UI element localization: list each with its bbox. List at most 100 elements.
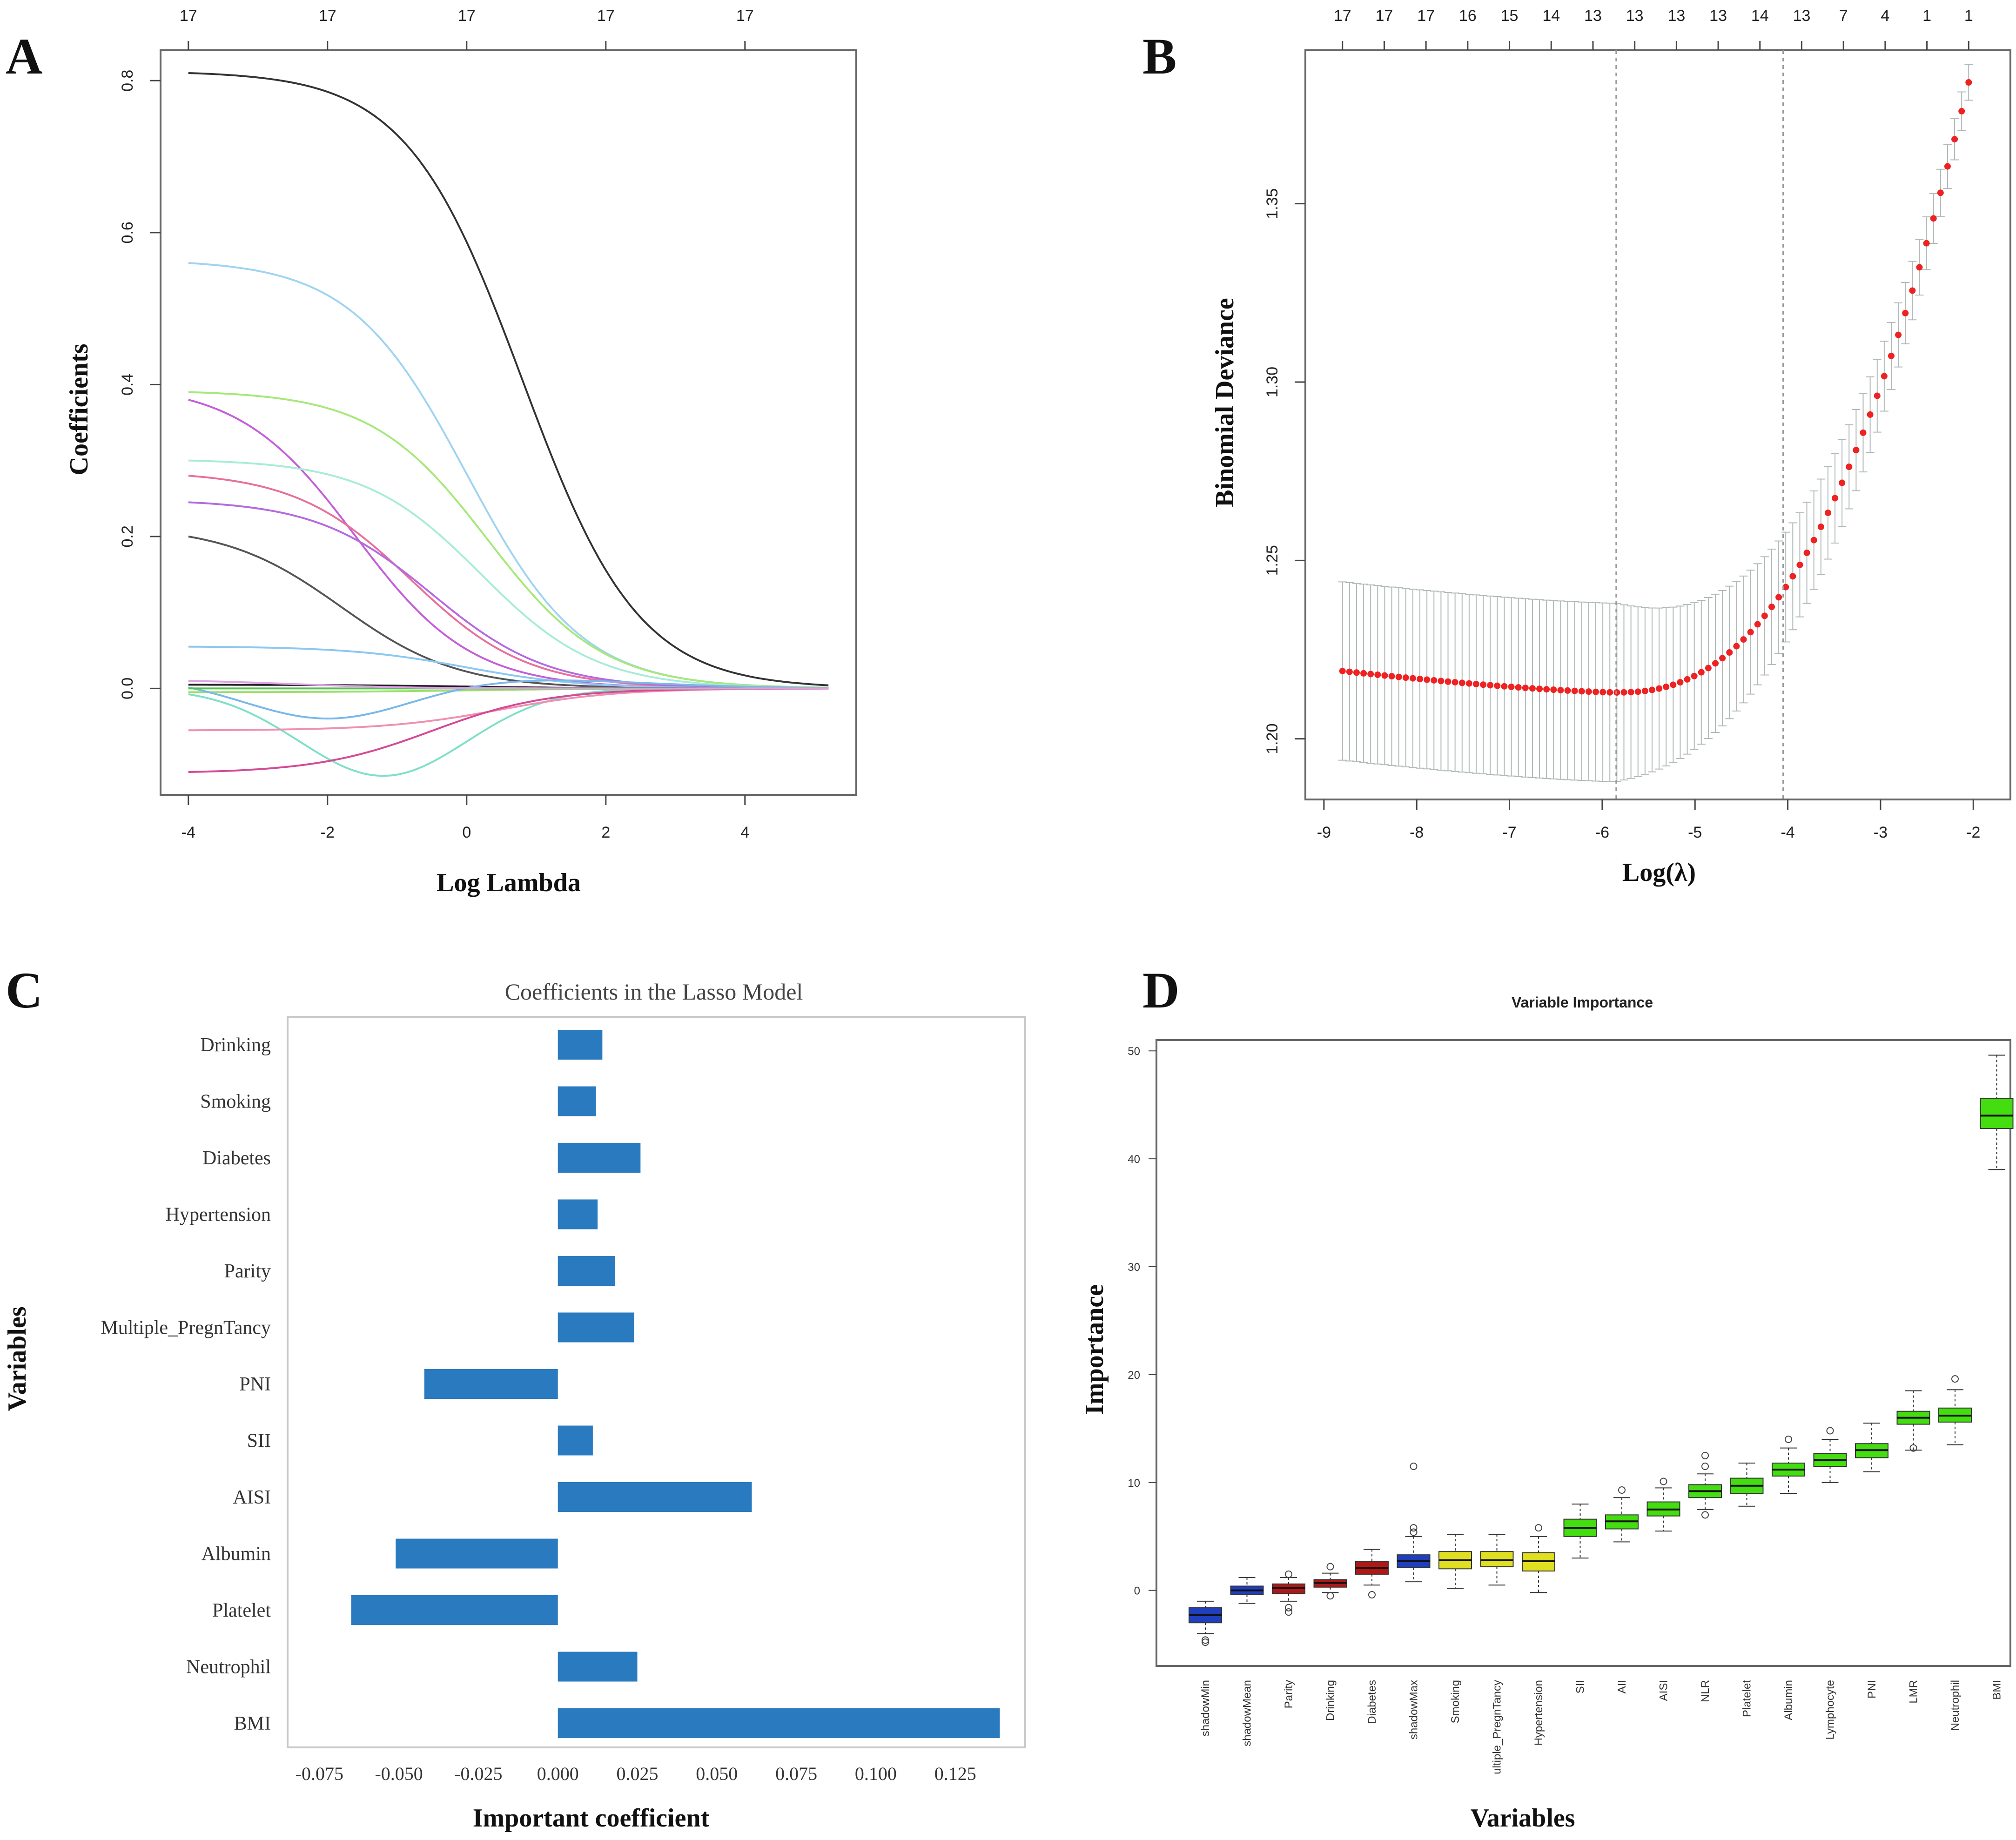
panel-b-toptick-label: 13 bbox=[1626, 7, 1644, 25]
panel-b-point bbox=[1881, 373, 1888, 380]
panel-d-category-label: SII bbox=[1574, 1680, 1587, 1693]
panel-b-toptick-label: 1 bbox=[1964, 7, 1973, 25]
panel-b-toptick-label: 14 bbox=[1542, 7, 1560, 25]
panel-a-toptick-label: 17 bbox=[736, 7, 754, 25]
panel-b-point bbox=[1656, 685, 1663, 692]
panel-a-toptick-label: 17 bbox=[319, 7, 336, 25]
panel-d-frame bbox=[1156, 1039, 2011, 1667]
panel-d-outlier bbox=[1826, 1427, 1834, 1435]
panel-c-category-label: Diabetes bbox=[202, 1148, 271, 1169]
panel-a-coef-path-10 bbox=[188, 687, 829, 777]
panel-b-xtick-label: -4 bbox=[1781, 824, 1794, 841]
panel-b-point bbox=[1627, 689, 1634, 696]
panel-c-ylabel: Variables bbox=[3, 1306, 32, 1411]
panel-b-point bbox=[1585, 688, 1592, 695]
panel-d-ylabel: Importance bbox=[1080, 1284, 1109, 1415]
panel-b-point bbox=[1909, 287, 1916, 294]
panel-a-ytick-label: 0.8 bbox=[119, 70, 136, 92]
panel-d-ytick-label: 0 bbox=[1134, 1585, 1140, 1598]
panel-a-coef-path-6 bbox=[188, 475, 829, 690]
panel-d-category-label: Neutrophil bbox=[1949, 1680, 1962, 1731]
panel-b-point bbox=[1803, 549, 1810, 556]
panel-b-point bbox=[1543, 686, 1550, 693]
panel-b-point bbox=[1501, 683, 1508, 690]
panel-b-point bbox=[1431, 677, 1438, 684]
panel-b-point bbox=[1712, 660, 1719, 667]
panel-d-title: Variable Importance bbox=[1512, 994, 1653, 1011]
panel-c-bar bbox=[558, 1030, 603, 1060]
panel-d-category-label: NLR bbox=[1699, 1680, 1712, 1702]
panel-a-coef-path-15 bbox=[188, 679, 829, 720]
panel-b-point bbox=[1916, 264, 1923, 271]
panel-c-xtick-label: 0.050 bbox=[696, 1763, 738, 1784]
panel-b-point bbox=[1860, 429, 1867, 436]
panel-d-box bbox=[1480, 1551, 1514, 1567]
panel-d-category-label: Platelet bbox=[1741, 1680, 1754, 1717]
panel-b-toptick-label: 1 bbox=[1922, 7, 1931, 25]
panel-a-xtick-label: 4 bbox=[740, 824, 749, 841]
panel-a-coef-path-4 bbox=[188, 399, 829, 690]
panel-b-point bbox=[1620, 689, 1627, 696]
panel-a-coef-path-8 bbox=[188, 535, 829, 690]
panel-b-xtick-label: -7 bbox=[1502, 824, 1516, 841]
panel-b-point bbox=[1452, 679, 1458, 686]
panel-d-outlier bbox=[1410, 1528, 1418, 1536]
panel-d-category-label: Lymphocyte bbox=[1824, 1680, 1837, 1740]
panel-b-point bbox=[1796, 561, 1803, 568]
panel-c-xlabel: Important coefficient bbox=[473, 1804, 710, 1833]
panel-a-ylabel: Coefficients bbox=[65, 343, 94, 475]
panel-c-frame bbox=[287, 1016, 1026, 1748]
panel-d-outlier bbox=[1618, 1486, 1626, 1494]
panel-a-coef-path-5 bbox=[188, 459, 829, 689]
panel-b-point bbox=[1360, 670, 1367, 677]
panel-b-point bbox=[1508, 683, 1515, 690]
panel-b-point bbox=[1782, 584, 1789, 591]
panel-b-point bbox=[1937, 189, 1944, 196]
panel-b-point bbox=[1846, 463, 1853, 470]
panel-b-point bbox=[1895, 331, 1902, 338]
panel-b-xtick-label: -6 bbox=[1595, 824, 1609, 841]
panel-b-point bbox=[1529, 685, 1536, 692]
panel-a-toptick-label: 17 bbox=[458, 7, 476, 25]
panel-b-point bbox=[1867, 411, 1874, 418]
panel-b-point bbox=[1902, 309, 1909, 316]
panel-c-bar bbox=[558, 1425, 593, 1456]
panel-c-xtick-label: -0.075 bbox=[296, 1763, 343, 1784]
panel-d-category-label: PNI bbox=[1866, 1680, 1878, 1699]
panel-b-point bbox=[1606, 689, 1613, 696]
panel-c-category-label: Drinking bbox=[200, 1034, 271, 1056]
panel-b-point bbox=[1705, 665, 1712, 672]
panel-b-point bbox=[1409, 675, 1416, 682]
panel-b-point bbox=[1648, 686, 1655, 693]
panel-c-category-label: SII bbox=[247, 1430, 271, 1452]
panel-b-toptick-label: 13 bbox=[1793, 7, 1811, 25]
panel-b-point bbox=[1726, 649, 1733, 656]
panel-d-category-label: AISI bbox=[1658, 1680, 1670, 1701]
panel-c-bar bbox=[558, 1708, 1000, 1738]
panel-b-xtick-label: -2 bbox=[1966, 824, 1980, 841]
panel-c-title: Coefficients in the Lasso Model bbox=[505, 979, 803, 1005]
panel-d-outlier bbox=[1535, 1524, 1542, 1532]
panel-b-point bbox=[1747, 629, 1754, 636]
panel-b-point bbox=[1458, 679, 1465, 686]
panel-d-outlier bbox=[1202, 1638, 1209, 1646]
panel-b-ylabel: Binomial Deviance bbox=[1210, 298, 1239, 507]
panel-d-category-label: shadowMin bbox=[1199, 1680, 1212, 1736]
panel-a-xtick-label: -2 bbox=[321, 824, 335, 841]
panel-b-point bbox=[1613, 689, 1620, 696]
panel-b-point bbox=[1775, 594, 1782, 601]
panel-b-point bbox=[1367, 671, 1374, 678]
panel-b-point bbox=[1874, 392, 1881, 399]
panel-b-toptick-label: 17 bbox=[1417, 7, 1435, 25]
panel-b-point bbox=[1740, 636, 1747, 643]
panel-b-point bbox=[1494, 682, 1501, 689]
panel-c-bar bbox=[558, 1086, 596, 1116]
panel-b-xlabel: Log(λ) bbox=[1622, 858, 1696, 887]
panel-b-toptick-label: 17 bbox=[1376, 7, 1393, 25]
panel-letter-a: A bbox=[6, 28, 42, 85]
panel-a-ytick-label: 0.0 bbox=[119, 678, 136, 699]
panel-d-outlier bbox=[1660, 1477, 1667, 1485]
panel-a-coef-path-11 bbox=[188, 687, 829, 732]
panel-b-point bbox=[1402, 674, 1409, 681]
panel-c-bar bbox=[558, 1652, 638, 1682]
